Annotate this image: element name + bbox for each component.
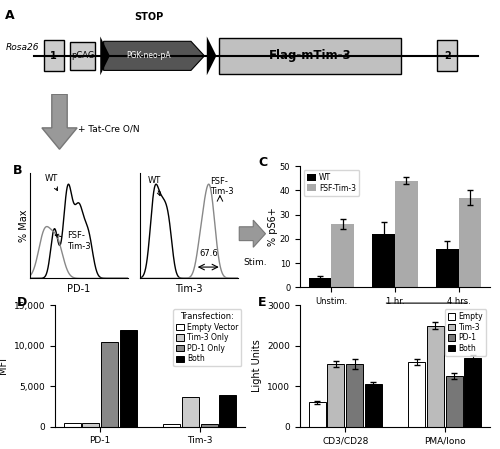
Text: C: C: [258, 156, 268, 169]
Bar: [163, 424, 180, 427]
Bar: [408, 362, 426, 427]
Bar: [446, 376, 462, 427]
Bar: [219, 395, 236, 427]
FancyBboxPatch shape: [219, 38, 401, 74]
Bar: [120, 330, 137, 427]
Legend: Empty, Tim-3, PD-1, Both: Empty, Tim-3, PD-1, Both: [445, 309, 486, 356]
Bar: [427, 326, 444, 427]
Polygon shape: [207, 36, 216, 75]
Text: Stim.: Stim.: [243, 259, 267, 268]
X-axis label: PD-1: PD-1: [67, 284, 90, 294]
FancyBboxPatch shape: [437, 40, 458, 71]
Y-axis label: Light Units: Light Units: [252, 339, 262, 392]
Text: E: E: [258, 295, 266, 308]
Text: D: D: [17, 295, 27, 308]
Text: STOP: STOP: [134, 12, 164, 22]
Text: pCAG: pCAG: [71, 51, 94, 60]
FancyArrow shape: [42, 94, 77, 149]
Bar: [308, 277, 332, 287]
FancyBboxPatch shape: [44, 40, 64, 71]
Bar: [308, 402, 326, 427]
Bar: [101, 342, 118, 427]
Bar: [64, 423, 81, 427]
Bar: [346, 364, 363, 427]
Bar: [436, 249, 458, 287]
Y-axis label: % Max: % Max: [18, 209, 28, 242]
FancyArrow shape: [104, 41, 204, 70]
Bar: [458, 198, 481, 287]
Polygon shape: [100, 36, 110, 75]
Text: B: B: [12, 164, 22, 177]
Text: 1: 1: [50, 51, 57, 61]
Text: Flag-mTim-3: Flag-mTim-3: [268, 49, 351, 62]
Text: FSF-
Tim-3: FSF- Tim-3: [55, 231, 90, 251]
Text: PGK-neo-pA: PGK-neo-pA: [126, 51, 170, 60]
Bar: [328, 364, 344, 427]
X-axis label: Tim-3: Tim-3: [175, 284, 203, 294]
Bar: [182, 396, 199, 427]
Bar: [332, 224, 354, 287]
Legend: WT, FSF-Tim-3: WT, FSF-Tim-3: [304, 170, 359, 196]
Bar: [200, 424, 218, 427]
Legend: Empty Vector, Tim-3 Only, PD-1 Only, Both: Empty Vector, Tim-3 Only, PD-1 Only, Bot…: [173, 309, 241, 366]
Bar: [372, 234, 395, 287]
Bar: [464, 358, 481, 427]
Y-axis label: MFI: MFI: [0, 357, 8, 374]
Text: A: A: [5, 9, 15, 22]
Bar: [364, 384, 382, 427]
Text: α-CD3/CD28: α-CD3/CD28: [400, 312, 453, 321]
Text: FSF-
Tim-3: FSF- Tim-3: [210, 177, 234, 197]
Text: Rosa26: Rosa26: [5, 43, 39, 52]
FancyBboxPatch shape: [70, 42, 95, 70]
Text: 2: 2: [444, 51, 450, 61]
Text: WT: WT: [148, 176, 161, 196]
Bar: [82, 423, 100, 427]
Y-axis label: % pS6+: % pS6+: [268, 207, 278, 246]
Text: 67.6: 67.6: [199, 249, 218, 258]
Text: + Tat-Cre O/N: + Tat-Cre O/N: [78, 124, 140, 133]
Text: WT: WT: [44, 174, 58, 190]
FancyArrow shape: [240, 220, 266, 247]
Bar: [395, 180, 418, 287]
